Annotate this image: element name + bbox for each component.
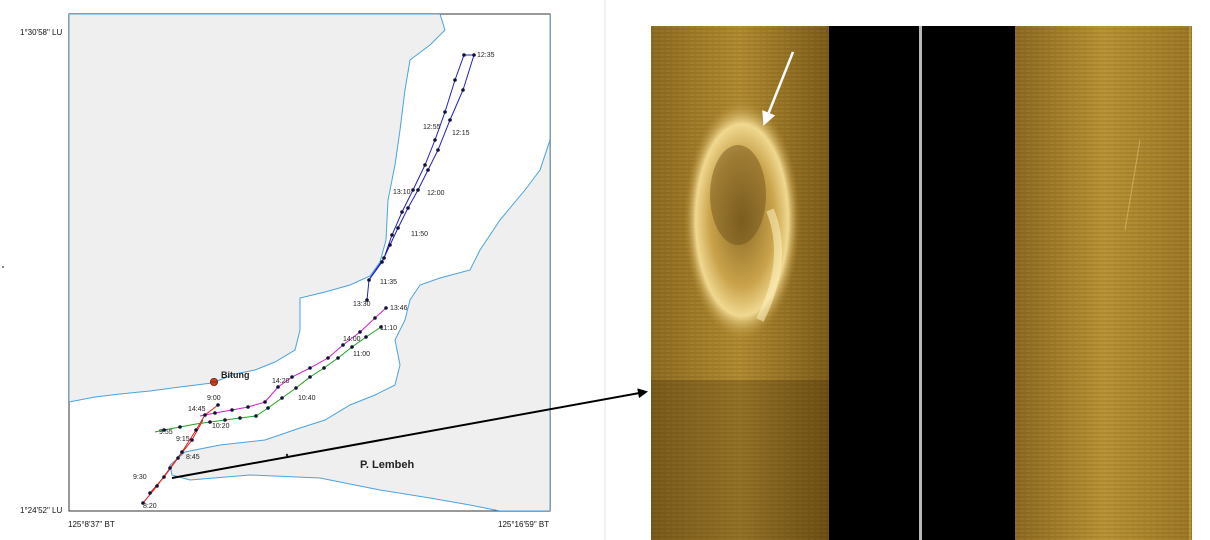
- time-label: 12:35: [477, 52, 495, 59]
- island-label: P. Lembeh: [360, 459, 414, 471]
- track-nodes: [141, 53, 476, 505]
- time-label: 9:00: [207, 395, 221, 402]
- lat-top-label: 1°30'58" LU: [20, 28, 62, 37]
- time-label: 9:55: [159, 429, 173, 436]
- time-label: 12:00: [427, 190, 445, 197]
- time-label: 10:40: [298, 395, 316, 402]
- time-label: 12:15: [452, 130, 470, 137]
- time-label: 11:35: [380, 279, 397, 286]
- time-label: 8:45: [186, 454, 200, 461]
- time-label: 14:45: [188, 406, 206, 413]
- town-label: Bitung: [221, 370, 250, 380]
- bitung-marker: [209, 377, 218, 386]
- map-panel: 12:35 12:55 12:15 13:10 12:00 11:50 11:3…: [2, 13, 551, 529]
- location-link-arrow: [171, 388, 648, 479]
- target-pointer-arrow: [762, 51, 795, 126]
- time-label: 14:00: [343, 336, 361, 343]
- time-label: 13:46: [390, 305, 408, 312]
- time-label: 11:00: [353, 351, 370, 358]
- time-label: 9:15: [176, 436, 190, 443]
- time-label: 14:20: [272, 378, 290, 385]
- track-blue: [366, 54, 475, 301]
- time-label: 13:30: [353, 301, 371, 308]
- time-label: 9:30: [133, 474, 147, 481]
- time-labels: 12:35 12:55 12:15 13:10 12:00 11:50 11:3…: [133, 52, 495, 510]
- time-label: 10:20: [212, 423, 230, 430]
- mainland-land: [69, 14, 446, 403]
- time-label: 11:10: [380, 325, 397, 332]
- lon-left-label: 125°8'37" BT: [68, 520, 115, 529]
- lon-right-label: 125°16'59" BT: [498, 520, 549, 529]
- sonar-panel: [651, 26, 1192, 540]
- time-label: 12:55: [423, 124, 441, 131]
- time-label: 11:50: [411, 231, 428, 238]
- lembeh-island-land: [169, 14, 550, 511]
- sonar-nadir-line: [919, 26, 922, 540]
- time-label: 8:20: [143, 503, 157, 510]
- lat-bottom-label: 1°24'52" LU: [20, 506, 62, 515]
- time-label: 13:10: [393, 189, 411, 196]
